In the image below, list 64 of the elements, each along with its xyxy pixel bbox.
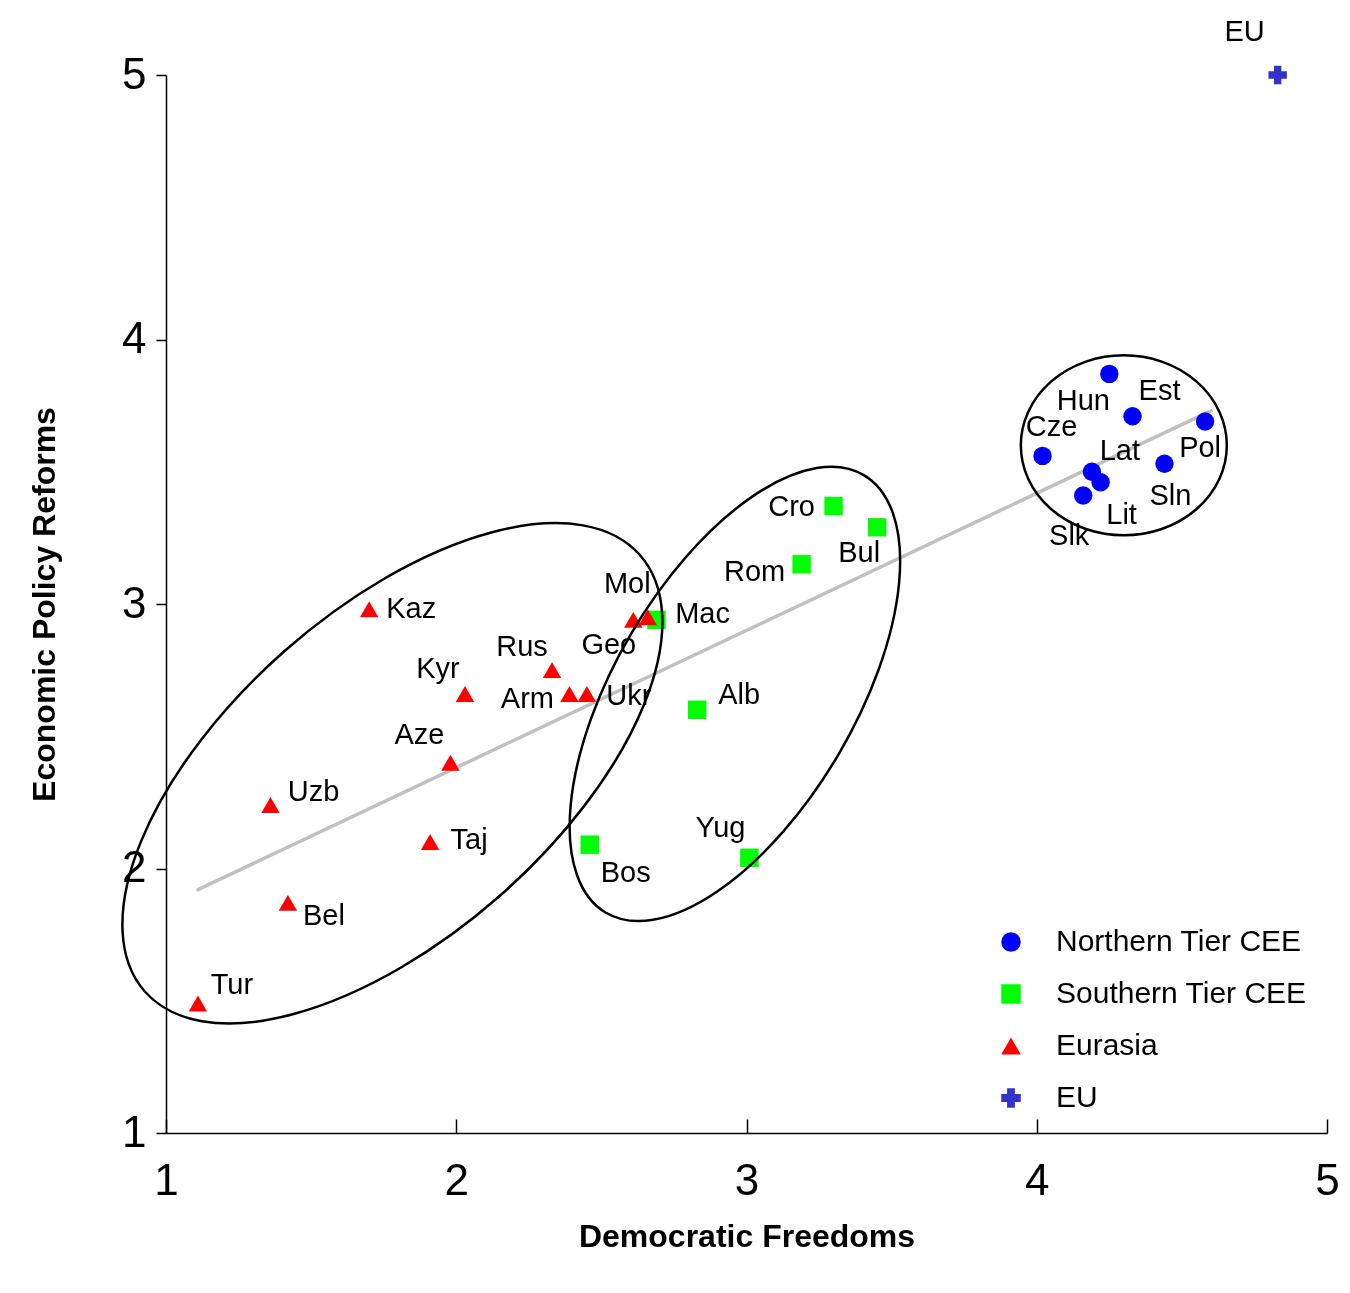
annotation: Est xyxy=(1138,374,1181,407)
point xyxy=(1100,364,1119,384)
annotation: Lit xyxy=(1106,498,1137,531)
annotation: Aze xyxy=(394,717,445,750)
point xyxy=(577,685,597,702)
x-tick-label: 5 xyxy=(1315,1154,1340,1204)
point xyxy=(261,797,280,813)
point xyxy=(188,995,208,1012)
x-tick-label: 3 xyxy=(734,1154,760,1204)
annotation: Kaz xyxy=(386,592,437,625)
point xyxy=(638,609,658,626)
point xyxy=(580,835,599,854)
point xyxy=(420,834,440,851)
point xyxy=(687,700,707,720)
annotation: Rom xyxy=(724,555,786,588)
annotation: Alb xyxy=(718,677,761,710)
annotation: Arm xyxy=(500,681,555,714)
y-tick-label: 3 xyxy=(122,577,147,627)
legend-label: EU xyxy=(1056,1080,1098,1113)
point xyxy=(560,685,579,702)
legend-label: Northern Tier CEE xyxy=(1056,924,1302,957)
x-tick-label: 4 xyxy=(1025,1154,1050,1204)
point xyxy=(359,601,379,618)
point xyxy=(1155,454,1174,474)
y-tick-label: 1 xyxy=(122,1106,147,1156)
annotation: Taj xyxy=(450,823,488,856)
point xyxy=(1268,65,1287,85)
point xyxy=(441,754,460,771)
annotation: EU xyxy=(1224,15,1265,47)
x-tick-label: 1 xyxy=(154,1154,179,1204)
annotation: Bel xyxy=(302,898,345,931)
point xyxy=(1091,473,1110,492)
point xyxy=(867,518,887,537)
annotation: Pol xyxy=(1179,431,1222,464)
annotation: Rus xyxy=(496,630,548,663)
y-axis-title: Economic Policy Reforms xyxy=(26,407,63,802)
point xyxy=(1033,446,1052,466)
x-tick-label: 2 xyxy=(444,1154,469,1204)
point xyxy=(542,662,562,679)
annotation: Slk xyxy=(1049,518,1090,551)
point xyxy=(792,555,811,574)
y-tick-label: 4 xyxy=(122,313,147,362)
annotation: Sln xyxy=(1149,478,1192,511)
legend-label: Eurasia xyxy=(1056,1028,1159,1061)
x-axis-title: Democratic Freedoms xyxy=(578,1217,916,1254)
point xyxy=(1195,412,1215,431)
point xyxy=(1123,407,1142,426)
y-tick-label: 5 xyxy=(122,48,147,98)
annotation: Cro xyxy=(768,490,815,523)
legend-label: Southern Tier CEE xyxy=(1056,976,1307,1009)
annotation: Yug xyxy=(695,810,746,843)
point xyxy=(824,496,843,516)
annotation: Kyr xyxy=(416,651,461,684)
annotation: Mol xyxy=(603,566,651,599)
annotation: Bul xyxy=(838,536,881,569)
point xyxy=(278,894,298,911)
annotation: Tur xyxy=(210,968,254,1001)
annotation: Bos xyxy=(600,855,651,888)
annotation: Uzb xyxy=(287,775,340,808)
point xyxy=(740,848,759,868)
annotation: Lat xyxy=(1099,433,1141,466)
annotation: Mac xyxy=(675,596,730,629)
point xyxy=(1073,486,1093,505)
point xyxy=(455,685,475,702)
